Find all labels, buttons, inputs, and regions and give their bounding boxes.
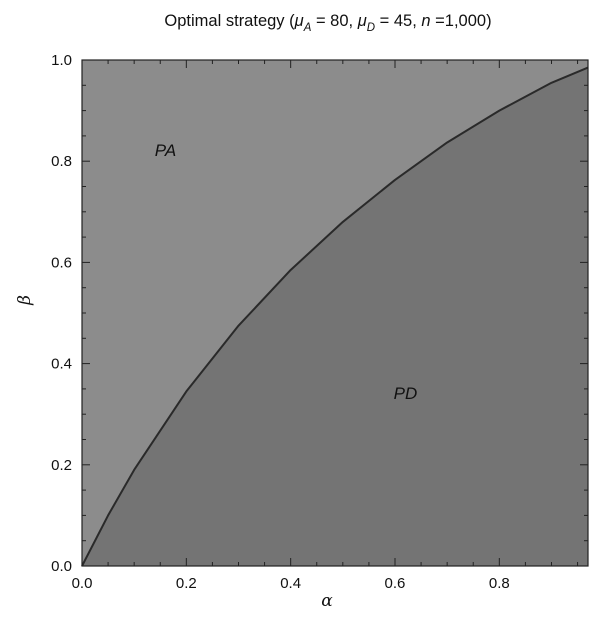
chart-title: Optimal strategy (μA = 80, μD = 45, n =1… xyxy=(164,12,491,34)
x-tick-label: 0.2 xyxy=(176,575,197,592)
axis-ticks: 0.0 0.2 0.4 0.6 0.8 0.0 0.2 0.4 0.6 0.8 1.0 xyxy=(51,52,588,592)
y-tick-label: 0.6 xyxy=(51,254,72,271)
plot-area xyxy=(82,60,588,566)
y-tick-label: 1.0 xyxy=(51,52,72,69)
y-tick-label: 0.4 xyxy=(51,356,72,373)
region-label-pd: PD xyxy=(394,384,418,403)
x-tick-label: 0.8 xyxy=(489,575,510,592)
y-tick-label: 0.0 xyxy=(51,558,72,575)
boundary-layer xyxy=(81,66,589,567)
boundary-curve xyxy=(81,66,589,567)
region-labels: PA PD xyxy=(155,141,417,403)
region-label-pa: PA xyxy=(155,141,176,160)
x-tick-label: 0.6 xyxy=(385,575,406,592)
region-pa xyxy=(82,60,588,566)
region-pd xyxy=(82,67,588,566)
y-axis-label: β xyxy=(15,295,35,306)
x-tick-label: 0.0 xyxy=(72,575,93,592)
y-tick-label: 0.8 xyxy=(51,153,72,170)
x-tick-label: 0.4 xyxy=(280,575,301,592)
y-tick-label: 0.2 xyxy=(51,457,72,474)
x-axis-label: α xyxy=(321,591,333,611)
